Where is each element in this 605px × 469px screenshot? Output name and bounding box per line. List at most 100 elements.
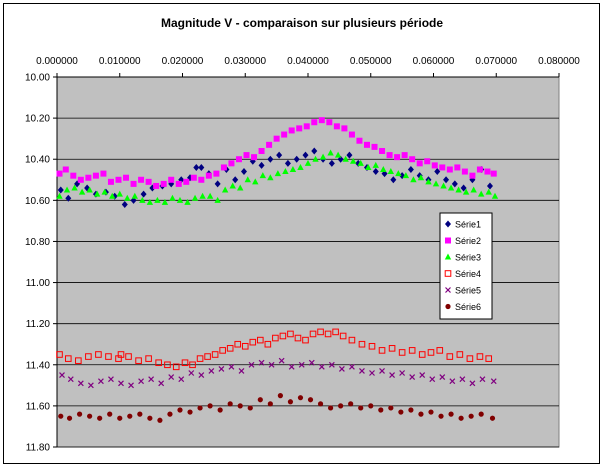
legend-marker xyxy=(445,303,451,310)
series-2 xyxy=(56,117,497,189)
data-point xyxy=(419,372,426,378)
data-point xyxy=(257,336,264,344)
data-point xyxy=(85,353,92,360)
data-point xyxy=(278,357,285,364)
data-point xyxy=(447,184,455,191)
data-point xyxy=(327,405,334,411)
data-point xyxy=(346,151,353,159)
data-point xyxy=(349,157,357,164)
data-point xyxy=(177,407,183,413)
data-point xyxy=(284,159,291,167)
data-point xyxy=(115,176,122,183)
data-point xyxy=(289,166,297,172)
data-point xyxy=(338,403,344,409)
x-tick-label: 0.030000 xyxy=(224,56,266,67)
data-point xyxy=(221,186,229,193)
data-point xyxy=(124,194,131,201)
series-3 xyxy=(56,149,499,205)
x-tick-label: 0.010000 xyxy=(99,56,141,67)
data-point xyxy=(389,372,396,378)
data-point xyxy=(402,172,410,179)
data-point xyxy=(349,363,355,370)
data-point xyxy=(109,192,116,199)
data-point xyxy=(490,170,497,177)
data-point xyxy=(139,196,146,203)
data-point xyxy=(130,180,137,187)
data-point xyxy=(145,178,152,185)
data-point xyxy=(235,156,242,163)
data-point xyxy=(429,376,436,383)
data-point xyxy=(449,378,456,385)
data-point xyxy=(272,334,279,342)
y-tick-label: 11.00 xyxy=(26,278,51,289)
data-point xyxy=(439,374,446,381)
data-point xyxy=(257,397,263,403)
x-tick-label: 0.020000 xyxy=(162,56,204,67)
data-point xyxy=(460,184,467,192)
data-point xyxy=(388,345,396,352)
data-point xyxy=(368,403,374,409)
data-point xyxy=(217,407,223,413)
data-point xyxy=(100,170,107,177)
data-point xyxy=(424,158,431,165)
data-point xyxy=(175,180,182,187)
data-point xyxy=(247,405,253,411)
y-tick-label: 11.80 xyxy=(26,443,51,454)
data-point xyxy=(466,355,474,362)
data-point xyxy=(372,161,379,168)
data-point xyxy=(93,190,101,197)
data-point xyxy=(123,174,130,181)
data-point xyxy=(117,351,125,358)
data-point xyxy=(249,338,257,346)
legend-label: Série5 xyxy=(455,286,481,296)
data-point xyxy=(95,351,102,358)
data-point xyxy=(319,153,327,160)
data-point xyxy=(190,174,197,181)
data-point xyxy=(191,194,199,201)
data-point xyxy=(326,119,333,126)
data-point xyxy=(395,170,402,177)
data-point xyxy=(237,184,244,191)
data-point xyxy=(318,117,325,124)
data-point xyxy=(87,382,94,389)
data-point xyxy=(155,359,162,367)
data-point xyxy=(140,190,147,198)
data-point xyxy=(484,168,491,175)
data-point xyxy=(276,151,283,159)
data-point xyxy=(75,357,82,364)
data-point xyxy=(409,156,416,163)
data-point xyxy=(78,188,86,195)
data-point xyxy=(138,176,145,183)
data-point xyxy=(454,164,461,171)
data-point xyxy=(199,192,206,199)
y-tick-label: 11.40 xyxy=(26,360,51,371)
data-point xyxy=(97,415,103,421)
data-point xyxy=(394,154,401,161)
data-point xyxy=(380,166,387,172)
data-point xyxy=(318,363,325,370)
data-point xyxy=(379,148,386,154)
data-point xyxy=(211,351,219,358)
data-point xyxy=(154,196,161,203)
data-point xyxy=(334,151,342,158)
data-point xyxy=(303,123,310,130)
data-point xyxy=(287,399,294,405)
data-point xyxy=(107,411,113,417)
data-point xyxy=(193,163,200,171)
data-point xyxy=(398,349,406,356)
series-6 xyxy=(58,393,496,423)
data-point xyxy=(288,127,295,134)
legend-marker xyxy=(445,237,451,244)
data-point xyxy=(274,170,282,177)
data-point xyxy=(214,196,221,203)
data-point xyxy=(128,382,134,389)
data-point xyxy=(108,376,114,383)
data-point xyxy=(198,163,205,171)
data-point xyxy=(153,182,160,189)
data-point xyxy=(332,328,339,336)
data-point xyxy=(418,411,424,417)
data-point xyxy=(218,365,225,372)
data-point xyxy=(146,198,154,205)
data-point xyxy=(266,141,273,148)
data-point xyxy=(56,192,63,199)
